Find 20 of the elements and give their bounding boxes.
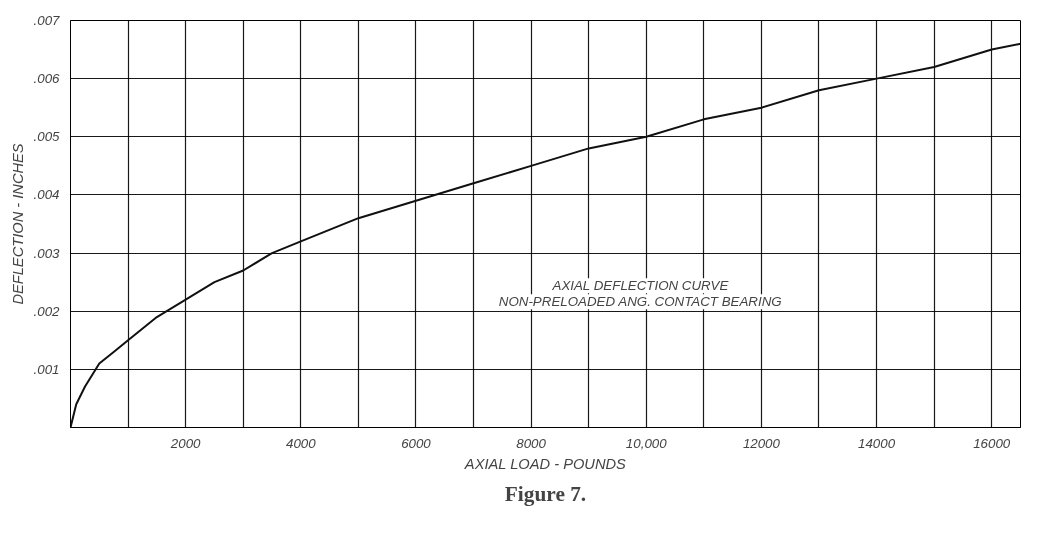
x-tick-label: 8000 xyxy=(516,435,547,451)
x-tick-label: 12000 xyxy=(742,435,781,451)
y-tick-label: .001 xyxy=(33,361,60,377)
annotation: NON-PRELOADED ANG. CONTACT BEARING xyxy=(498,294,782,310)
y-tick-label: .007 xyxy=(33,13,61,28)
x-tick-label: 14000 xyxy=(858,435,896,451)
annotation: AXIAL DEFLECTION CURVE xyxy=(551,278,730,294)
x-tick-label: 10,000 xyxy=(625,435,668,451)
caption: Figure 7. xyxy=(504,481,587,506)
x-tick-label: 2000 xyxy=(169,435,202,451)
x-tick-label: 16000 xyxy=(973,435,1011,451)
y-tick-label: .002 xyxy=(33,303,61,319)
y-axis-title: DEFLECTION - INCHES xyxy=(9,143,26,305)
y-tick-label: .003 xyxy=(33,245,61,261)
x-tick-label: 4000 xyxy=(285,435,317,451)
y-tick-label: .005 xyxy=(33,129,61,145)
y-tick-label: .006 xyxy=(33,71,61,87)
x-axis-title: AXIAL LOAD - POUNDS xyxy=(463,455,627,472)
x-tick-label: 6000 xyxy=(401,435,432,451)
y-tick-label: .004 xyxy=(33,187,60,203)
